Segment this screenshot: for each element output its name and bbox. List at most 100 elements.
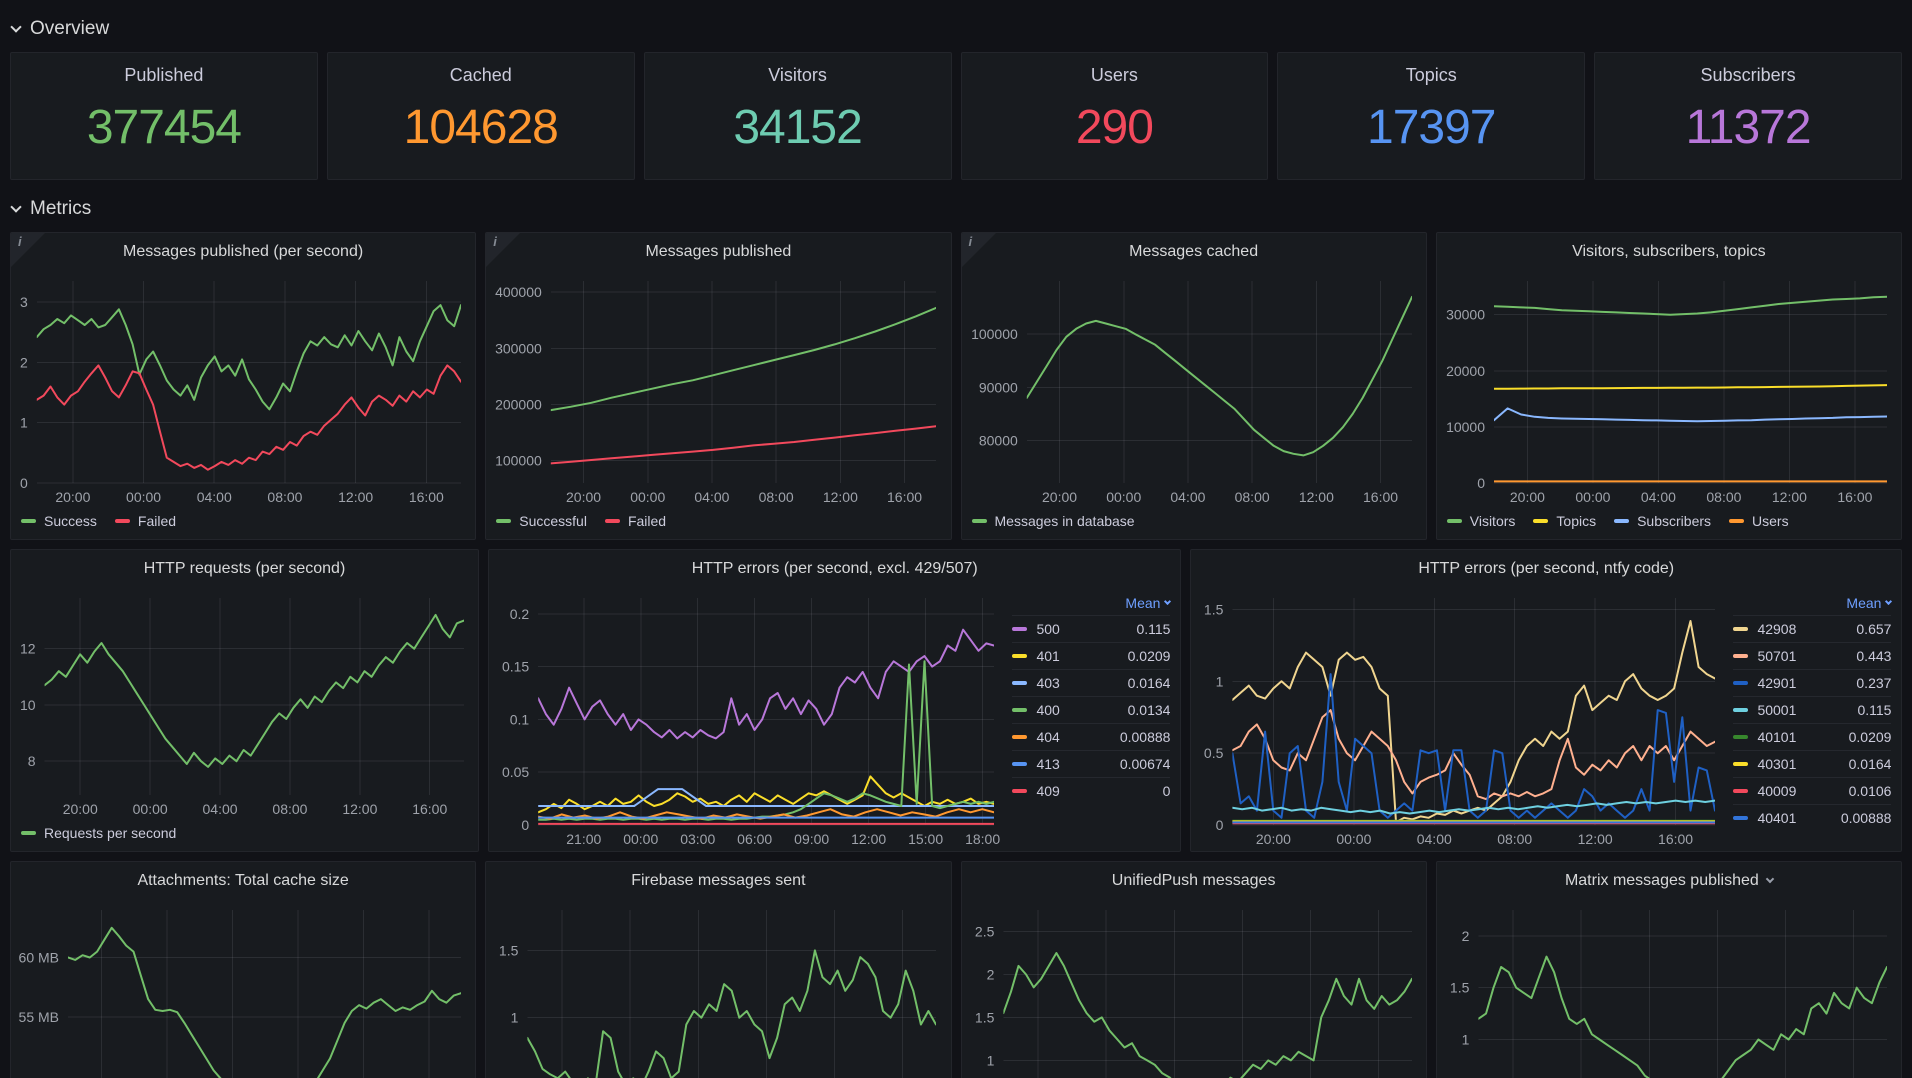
panel-title[interactable]: UnifiedPush messages — [1111, 872, 1276, 889]
legend-row[interactable]: 50701 0.443 — [1733, 642, 1892, 669]
panel-title[interactable]: Messages cached — [1129, 243, 1259, 260]
series-mean-value: 0.00674 — [1119, 756, 1171, 772]
svg-text:1.5: 1.5 — [974, 1009, 994, 1025]
chart-plot[interactable]: 8 10 12 20:00 00:00 04:00 08:00 12:00 16:00 — [11, 588, 478, 821]
svg-text:03:00: 03:00 — [680, 831, 715, 847]
legend-label: Topics — [1556, 513, 1597, 529]
legend-row[interactable]: 401 0.0209 — [1012, 642, 1171, 669]
legend-row[interactable]: 40401 0.00888 — [1733, 804, 1892, 831]
chart-plot[interactable]: 0 1 2 3 20:00 00:00 04:00 08:00 12:00 16:00 — [11, 271, 475, 509]
panel-title[interactable]: Messages published — [645, 243, 792, 260]
svg-text:16:00: 16:00 — [1363, 489, 1398, 505]
legend-item[interactable]: Topics — [1533, 513, 1596, 529]
panel-info-icon[interactable]: i — [961, 233, 996, 267]
legend-row[interactable]: 500 0.115 — [1012, 615, 1171, 642]
legend-row[interactable]: 404 0.00888 — [1012, 723, 1171, 750]
legend-label: Successful — [519, 513, 587, 529]
legend-row[interactable]: 40101 0.0209 — [1733, 723, 1892, 750]
series-name: 40009 — [1757, 783, 1797, 799]
series-name: 403 — [1036, 675, 1060, 691]
chart-plot[interactable]: 0 10000 20000 30000 20:00 00:00 04:00 08:00 12:0… — [1437, 271, 1901, 509]
legend-item[interactable]: Subscribers — [1614, 513, 1711, 529]
svg-text:1.5: 1.5 — [499, 942, 519, 958]
svg-text:2: 2 — [986, 966, 994, 982]
legend-row[interactable]: 400 0.0134 — [1012, 696, 1171, 723]
svg-text:400000: 400000 — [495, 284, 542, 300]
legend-item[interactable]: Failed — [114, 513, 176, 529]
series-name: 413 — [1036, 756, 1060, 772]
legend-row[interactable]: 403 0.0164 — [1012, 669, 1171, 696]
legend-item[interactable]: Messages in database — [971, 513, 1135, 529]
series-mean-value: 0.443 — [1856, 648, 1892, 664]
legend-mean-header[interactable]: Mean — [1012, 590, 1172, 615]
svg-text:0: 0 — [1216, 817, 1224, 833]
panel-messages-published-rate: i Messages published (per second) 0 1 2 3 20… — [10, 232, 477, 540]
panel-info-icon[interactable]: i — [11, 233, 45, 267]
svg-text:0.5: 0.5 — [1204, 745, 1224, 761]
series-swatch-icon — [1533, 519, 1549, 523]
series-name: 42908 — [1757, 621, 1797, 637]
legend-item[interactable]: Failed — [604, 513, 666, 529]
legend-label: Requests per second — [44, 825, 177, 841]
panel-title[interactable]: HTTP errors (per second, ntfy code) — [1418, 560, 1675, 577]
chevron-down-icon — [1164, 597, 1172, 606]
stat-row: Published 377454 Cached 104628 Visitors … — [10, 52, 1902, 180]
legend-item[interactable]: Users — [1729, 513, 1789, 529]
section-metrics[interactable]: Metrics — [10, 198, 1902, 220]
panel-title[interactable]: Firebase messages sent — [631, 872, 806, 889]
series-mean-value: 0.00888 — [1840, 810, 1892, 826]
legend-row[interactable]: 413 0.00674 — [1012, 750, 1171, 777]
stat-title: Published — [124, 65, 204, 85]
series-name: 40401 — [1757, 810, 1797, 826]
chevron-down-icon[interactable] — [1765, 874, 1775, 884]
legend-item[interactable]: Successful — [496, 513, 587, 529]
panel-title[interactable]: Messages published (per second) — [123, 243, 364, 260]
panel-title[interactable]: HTTP requests (per second) — [143, 560, 346, 577]
legend-mean-header[interactable]: Mean — [1733, 590, 1893, 615]
svg-text:1.5: 1.5 — [1204, 601, 1224, 617]
chart-plot[interactable]: 80000 90000 100000 20:00 00:00 04:00 08:00 12:0… — [962, 271, 1426, 509]
panel-info-icon[interactable]: i — [486, 233, 521, 267]
legend-row[interactable]: 42901 0.237 — [1733, 669, 1892, 696]
chart-plot[interactable]: 100000 200000 300000 400000 20:00 00:00 04:00 0… — [486, 271, 950, 509]
legend-item[interactable]: Success — [21, 513, 97, 529]
svg-text:04:00: 04:00 — [1170, 489, 1205, 505]
chart-plot[interactable]: 0 0.05 0.1 0.15 0.2 21:00 00:00 03:00 06:00 09:00… — [489, 588, 1008, 851]
panel-title[interactable]: HTTP errors (per second, excl. 429/507) — [691, 560, 978, 577]
legend-row[interactable]: 50001 0.115 — [1733, 696, 1892, 723]
chart-plot[interactable]: 0 0.5 1 1.5 20:00 00:00 04:00 08:00 12:00 16:00 — [1191, 588, 1729, 851]
legend-mean-label: Mean — [1846, 594, 1882, 611]
svg-text:04:00: 04:00 — [1417, 831, 1452, 847]
legend-item[interactable]: Requests per second — [21, 825, 176, 841]
section-overview[interactable]: Overview — [10, 18, 1902, 40]
panel-title[interactable]: Attachments: Total cache size — [137, 872, 349, 889]
svg-text:2.5: 2.5 — [974, 923, 994, 939]
legend-row[interactable]: 40009 0.0106 — [1733, 777, 1892, 804]
stat-title: Topics — [1405, 65, 1457, 85]
chart-row-3: Attachments: Total cache size 55 MB 60 MB… — [10, 861, 1902, 1078]
legend-row[interactable]: 42908 0.657 — [1733, 615, 1892, 642]
panel-title[interactable]: Matrix messages published — [1437, 862, 1901, 900]
panel-http-errors-ntfy: HTTP errors (per second, ntfy code) 0 0.5… — [1190, 549, 1902, 852]
svg-text:300000: 300000 — [495, 340, 542, 356]
series-mean-value: 0 — [1162, 783, 1171, 799]
panel-title[interactable]: Visitors, subscribers, topics — [1572, 243, 1766, 260]
svg-text:16:00: 16:00 — [887, 489, 922, 505]
legend-row[interactable]: 40301 0.0164 — [1733, 750, 1892, 777]
stat-title: Cached — [449, 65, 512, 85]
svg-text:30000: 30000 — [1446, 307, 1485, 323]
series-name: 404 — [1036, 729, 1060, 745]
legend-row[interactable]: 409 0 — [1012, 777, 1171, 804]
stat-title: Visitors — [768, 65, 827, 85]
legend-item[interactable]: Visitors — [1446, 513, 1515, 529]
svg-text:60 MB: 60 MB — [19, 950, 59, 966]
svg-text:0.15: 0.15 — [502, 659, 529, 675]
stat-title: Subscribers — [1700, 65, 1796, 85]
series-mean-value: 0.115 — [1857, 702, 1892, 718]
svg-text:00:00: 00:00 — [133, 801, 168, 817]
panel-firebase-messages: Firebase messages sent 0.511.520:0000:00… — [485, 861, 952, 1078]
